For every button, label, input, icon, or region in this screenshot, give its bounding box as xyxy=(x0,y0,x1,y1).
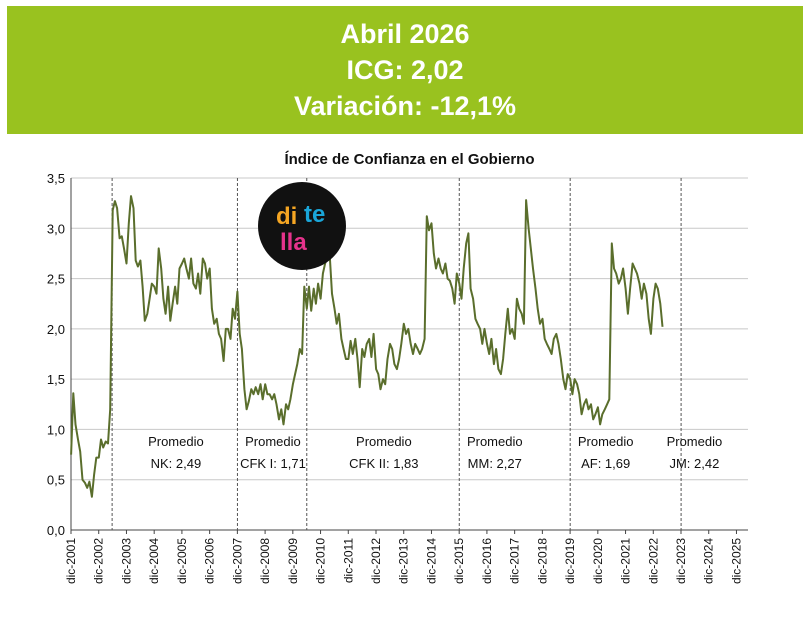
y-tick-label: 3,5 xyxy=(47,171,65,186)
average-label-value: NK: 2,49 xyxy=(151,456,202,471)
y-tick-label: 1,5 xyxy=(47,372,65,387)
x-tick-label: dic-2021 xyxy=(619,538,633,584)
average-label-title: Promedio xyxy=(148,434,204,449)
average-label-title: Promedio xyxy=(356,434,412,449)
average-label-title: Promedio xyxy=(467,434,523,449)
x-tick-label: dic-2003 xyxy=(119,538,133,584)
ditella-logo-letters: te xyxy=(304,201,325,228)
average-label-value: CFK I: 1,71 xyxy=(240,456,306,471)
x-tick-label: dic-2014 xyxy=(424,538,438,584)
x-tick-label: dic-2023 xyxy=(674,538,688,584)
ditella-logo-letters: lla xyxy=(280,229,307,256)
x-tick-label: dic-2002 xyxy=(92,538,106,584)
average-label-title: Promedio xyxy=(578,434,634,449)
x-tick-label: dic-2015 xyxy=(452,538,466,584)
x-tick-label: dic-2004 xyxy=(147,538,161,584)
x-tick-label: dic-2018 xyxy=(535,538,549,584)
y-tick-label: 0,0 xyxy=(47,523,65,538)
series-line-icg xyxy=(70,195,664,498)
banner-month: Abril 2026 xyxy=(340,19,470,49)
y-tick-label: 1,0 xyxy=(47,422,65,437)
x-tick-label: dic-2009 xyxy=(286,538,300,584)
average-label-value: JM: 2,42 xyxy=(669,456,719,471)
ditella-logo-icon xyxy=(258,182,346,270)
x-tick-label: dic-2017 xyxy=(508,538,522,584)
headline-banner: Abril 2026 ICG: 2,02 Variación: -12,1% xyxy=(7,6,803,134)
y-tick-label: 2,0 xyxy=(47,322,65,337)
chart-title: Índice de Confianza en el Gobierno xyxy=(284,151,534,168)
average-label-title: Promedio xyxy=(667,434,723,449)
x-tick-label: dic-2007 xyxy=(230,538,244,584)
x-tick-label: dic-2016 xyxy=(480,538,494,584)
x-tick-label: dic-2012 xyxy=(369,538,383,584)
x-tick-label: dic-2025 xyxy=(729,538,743,584)
icg-line-chart: Índice de Confianza en el Gobierno 0,0 0,5… xyxy=(47,151,748,584)
average-label-title: Promedio xyxy=(245,434,301,449)
x-tick-label: dic-2022 xyxy=(646,538,660,584)
average-label-value: AF: 1,69 xyxy=(581,456,630,471)
x-tick-label: dic-2001 xyxy=(64,538,78,584)
average-label-value: CFK II: 1,83 xyxy=(349,456,418,471)
ditella-logo-letters: di xyxy=(276,203,297,230)
y-tick-label: 3,0 xyxy=(47,221,65,236)
banner-icg-value: ICG: 2,02 xyxy=(346,55,464,85)
banner-variation: Variación: -12,1% xyxy=(293,91,517,121)
x-tick-label: dic-2013 xyxy=(397,538,411,584)
x-tick-label: dic-2008 xyxy=(258,538,272,584)
x-tick-label: dic-2006 xyxy=(203,538,217,584)
x-tick-label: dic-2020 xyxy=(591,538,605,584)
y-tick-label: 0,5 xyxy=(47,473,65,488)
x-tick-label: dic-2011 xyxy=(341,538,355,583)
x-tick-label: dic-2010 xyxy=(314,538,328,584)
x-tick-label: dic-2019 xyxy=(563,538,577,584)
x-tick-label: dic-2005 xyxy=(175,538,189,584)
x-tick-label: dic-2024 xyxy=(702,538,716,584)
average-label-value: MM: 2,27 xyxy=(468,456,522,471)
y-tick-label: 2,5 xyxy=(47,272,65,287)
